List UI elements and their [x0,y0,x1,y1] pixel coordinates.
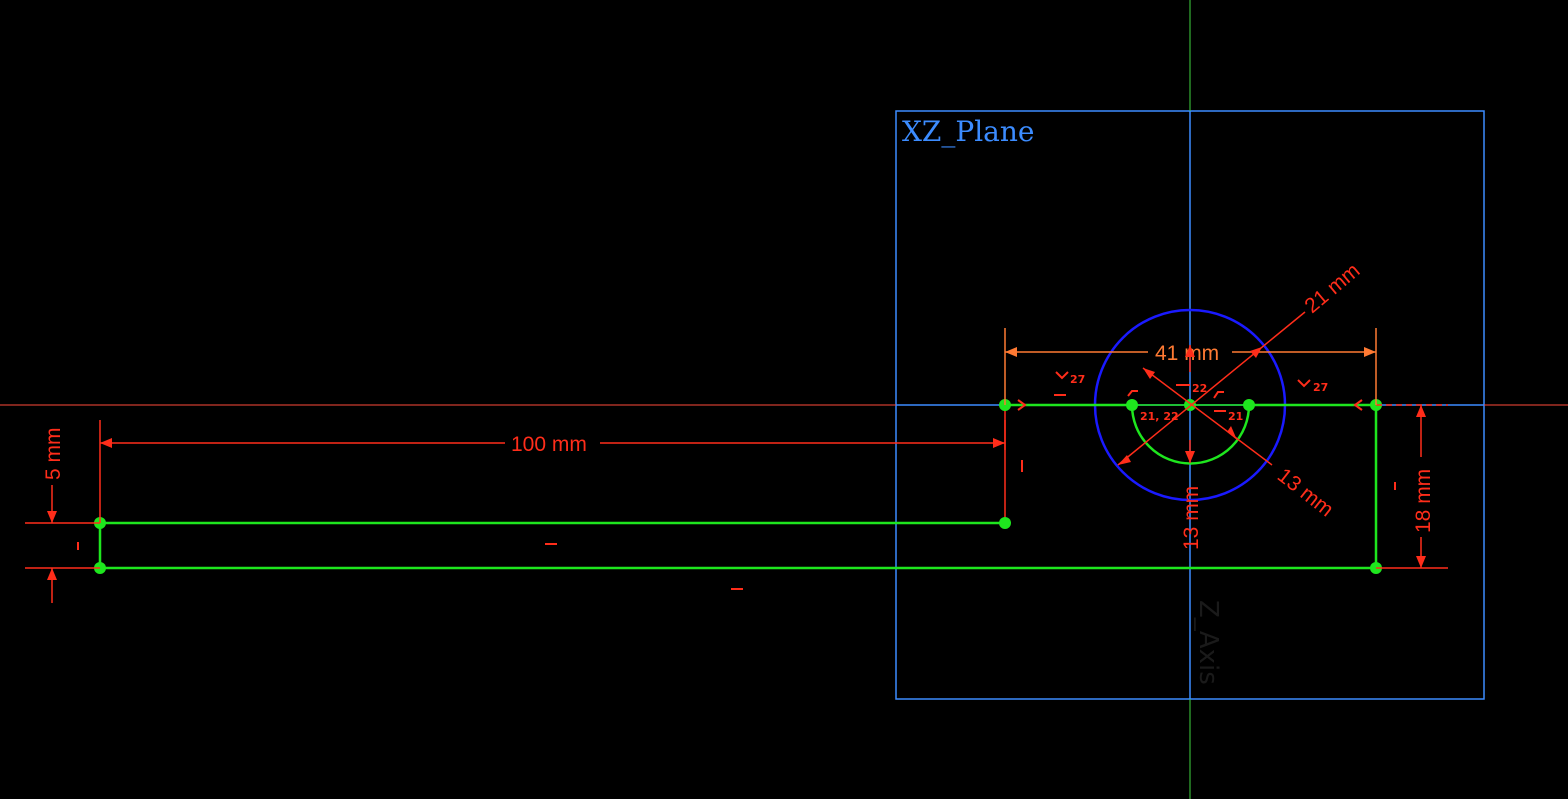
inner-arc[interactable] [1130,404,1251,465]
vertex[interactable] [999,517,1011,529]
dimension-radius-13-label[interactable]: 13 mm [1273,464,1338,522]
dimension-vertical-13-label[interactable]: 13 mm [1180,486,1203,550]
dimension-radius-21-label[interactable]: 21 mm [1300,259,1364,318]
dimension-100-label[interactable]: 100 mm [511,433,587,456]
constraint-27-left[interactable]: 27 [1070,373,1085,386]
dimension-18-label[interactable]: 18 mm [1412,469,1435,533]
dimension-18[interactable] [1376,404,1448,569]
vertex[interactable] [1243,399,1255,411]
constraint-21-22[interactable]: 21, 22 [1140,410,1179,423]
dimension-41[interactable] [1004,328,1377,405]
constraint-markers[interactable] [77,371,1396,590]
plane-label: XZ_Plane [902,115,1034,148]
dimension-radius-21[interactable] [1117,311,1306,466]
constraint-27-right[interactable]: 27 [1313,381,1328,394]
dimension-5[interactable] [25,485,100,603]
constraint-21[interactable]: 21 [1228,410,1243,423]
constraint-22[interactable]: 22 [1192,382,1207,395]
dimension-vertical-13[interactable] [1185,345,1195,463]
dimension-100[interactable] [99,420,1006,523]
vertex[interactable] [1126,399,1138,411]
dimension-radius-13[interactable] [1142,367,1273,466]
z-axis-label: Z_Axis [1193,600,1223,685]
dimension-5-label[interactable]: 5 mm [42,428,65,481]
